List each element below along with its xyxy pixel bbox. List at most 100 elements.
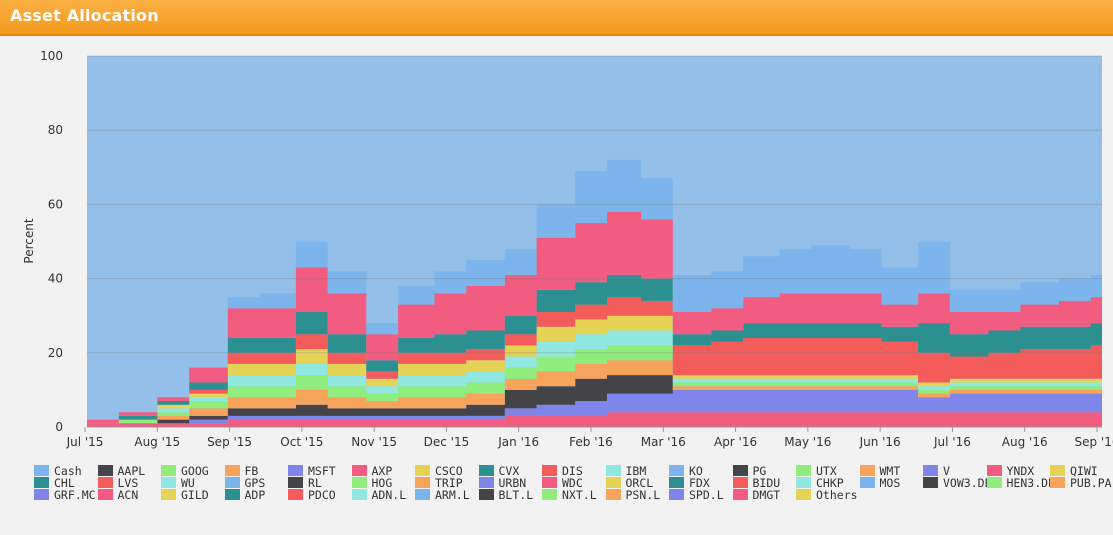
legend-item[interactable]: BIDU	[732, 476, 780, 490]
legend-item[interactable]: UTX	[796, 464, 837, 478]
legend-label: CVX	[498, 464, 520, 478]
legend-item[interactable]: WU	[161, 476, 195, 490]
legend-item[interactable]: WMT	[859, 464, 900, 478]
legend-item[interactable]: Others	[796, 488, 858, 502]
legend-label: FDX	[689, 476, 710, 490]
legend-item[interactable]: PDCO	[288, 488, 336, 502]
legend-item[interactable]: ORCL	[605, 476, 653, 490]
legend-item[interactable]: RL	[288, 476, 322, 490]
y-tick-label: 40	[48, 272, 63, 286]
legend-item[interactable]: ADN.L	[351, 488, 406, 502]
legend-swatch	[288, 465, 303, 476]
legend-swatch	[986, 477, 1002, 488]
legend-label: IBM	[625, 464, 647, 478]
legend-item[interactable]: GOOG	[161, 464, 209, 478]
legend-item[interactable]: V	[923, 464, 950, 478]
legend-label: HEN3.DE	[1006, 476, 1055, 490]
legend-swatch	[669, 465, 684, 476]
legend-swatch	[732, 489, 748, 500]
x-tick-label: Jul '16	[933, 435, 971, 449]
legend-item[interactable]: QIWI	[1050, 464, 1098, 478]
legend-item[interactable]: SPD.L	[669, 488, 724, 502]
y-tick-label: 20	[48, 346, 63, 360]
legend-swatch	[542, 477, 557, 488]
legend-label: DMGT	[752, 488, 781, 502]
legend-item[interactable]: GPS	[224, 476, 265, 490]
legend-label: HOG	[371, 476, 393, 490]
legend-label: NXT.L	[562, 488, 597, 502]
legend-label: VOW3.DE	[943, 476, 992, 490]
legend-swatch	[605, 465, 621, 476]
legend-swatch	[796, 477, 811, 488]
legend-swatch	[97, 477, 113, 488]
x-tick-label: Oct '15	[280, 435, 323, 449]
legend-item[interactable]: CSCO	[415, 464, 463, 478]
legend-label: Cash	[54, 464, 82, 478]
legend-label: TRIP	[435, 476, 463, 490]
legend-item[interactable]: PSN.L	[605, 488, 661, 502]
stack-layer-5	[87, 330, 1102, 424]
legend-swatch	[224, 477, 240, 488]
legend-item[interactable]: DMGT	[732, 488, 781, 502]
y-tick-label: 60	[48, 197, 63, 211]
legend-label: CSCO	[435, 464, 463, 478]
legend-swatch	[97, 465, 113, 476]
legend-swatch	[1050, 477, 1065, 488]
legend-item[interactable]: ADP	[224, 488, 265, 502]
legend-item[interactable]: VOW3.DE	[923, 476, 992, 490]
legend-swatch	[34, 465, 49, 476]
legend-item[interactable]: GILD	[161, 488, 209, 502]
legend-item[interactable]: URBN	[478, 476, 526, 490]
x-tick-label: May '16	[784, 435, 831, 449]
legend-item[interactable]: GRF.MC	[34, 488, 96, 502]
legend-item[interactable]: TRIP	[415, 476, 463, 490]
legend-item[interactable]: NXT.L	[542, 488, 597, 502]
legend-item[interactable]: HEN3.DE	[986, 476, 1055, 490]
legend-item[interactable]: CHKP	[796, 476, 844, 490]
stack-layer-2	[87, 375, 1102, 424]
legend-item[interactable]: ACN	[97, 488, 138, 502]
x-tick-label: Sep '16	[1075, 435, 1113, 449]
legend-item[interactable]: MSFT	[288, 464, 336, 478]
legend-label: AAPL	[117, 464, 146, 478]
legend-label: SPD.L	[689, 488, 724, 502]
legend-item[interactable]: BLT.L	[478, 488, 533, 502]
legend-item[interactable]: CHL	[34, 476, 75, 490]
legend-item[interactable]: MOS	[859, 476, 900, 490]
x-tick-label: Jul '15	[66, 435, 104, 449]
legend-item[interactable]: CVX	[478, 464, 520, 478]
legend-label: WDC	[562, 476, 583, 490]
legend-label: YNDX	[1006, 464, 1035, 478]
x-tick-label: Jan '16	[497, 435, 539, 449]
legend-item[interactable]: Cash	[34, 464, 82, 478]
y-tick-label: 100	[40, 49, 63, 63]
legend-item[interactable]: FB	[224, 464, 258, 478]
legend-label: PSN.L	[625, 488, 661, 502]
legend-item[interactable]: KO	[669, 464, 703, 478]
legend-swatch	[415, 465, 430, 476]
legend-item[interactable]: YNDX	[986, 464, 1035, 478]
legend-item[interactable]: LVS	[97, 476, 138, 490]
legend-label: RL	[308, 476, 322, 490]
legend-label: Others	[816, 488, 858, 502]
legend-item[interactable]: PG	[732, 464, 766, 478]
legend-item[interactable]: PUB.PA	[1050, 476, 1112, 490]
stack-layer-4	[87, 345, 1102, 424]
x-tick-label: Aug '15	[134, 435, 180, 449]
legend-swatch	[351, 489, 367, 500]
legend-item[interactable]: ARM.L	[415, 488, 470, 502]
legend-item[interactable]: DIS	[542, 464, 583, 478]
x-tick-label: Dec '15	[424, 435, 470, 449]
stack-layer-6	[87, 315, 1102, 424]
legend-item[interactable]: IBM	[605, 464, 647, 478]
legend-item[interactable]: HOG	[351, 476, 393, 490]
legend-item[interactable]: AAPL	[97, 464, 146, 478]
legend-swatch	[97, 489, 113, 500]
legend-swatch	[478, 465, 494, 476]
legend-swatch	[415, 477, 430, 488]
legend-item[interactable]: AXP	[351, 464, 392, 478]
legend-swatch	[605, 489, 621, 500]
legend-item[interactable]: FDX	[669, 476, 710, 490]
legend-item[interactable]: WDC	[542, 476, 583, 490]
legend-swatch	[34, 489, 49, 500]
